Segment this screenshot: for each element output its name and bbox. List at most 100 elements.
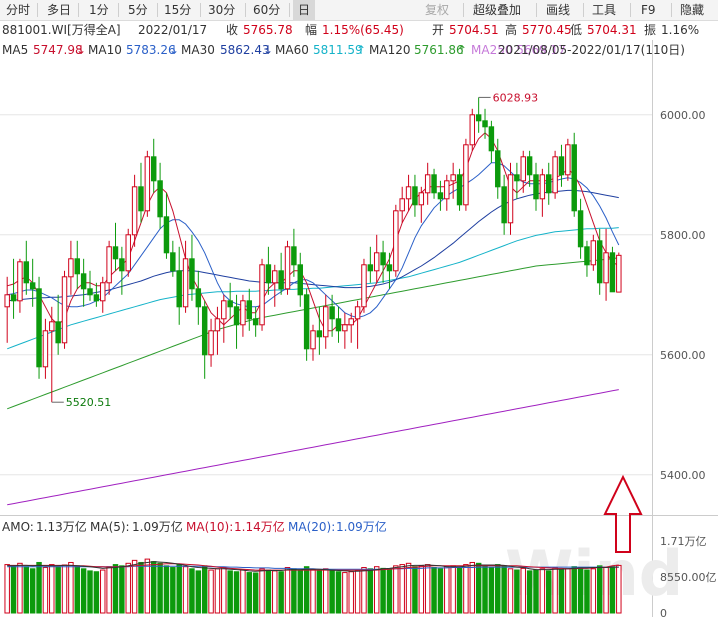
tab-multi-day[interactable]: 多日 <box>47 3 72 17</box>
candle-body <box>463 144 469 206</box>
fuquan-button[interactable]: 复权 <box>425 3 450 17</box>
vol-ma10-label: MA(10): <box>186 520 234 534</box>
candle <box>412 174 418 217</box>
volume-bar <box>4 564 10 614</box>
candle <box>221 294 227 343</box>
candle-body <box>55 321 61 344</box>
volume-bar <box>284 567 291 614</box>
amo-label: AMO: <box>2 520 34 534</box>
candle <box>246 288 253 331</box>
volume-bar <box>437 568 444 614</box>
volume-bar <box>87 570 93 614</box>
candle-body <box>367 264 374 272</box>
candle-body <box>214 318 221 332</box>
candle <box>348 312 354 343</box>
toolbar-divider <box>289 3 290 17</box>
tools-button[interactable]: 工具 <box>592 3 617 17</box>
candle <box>488 120 495 163</box>
candle-body <box>482 120 488 128</box>
candle <box>590 234 597 271</box>
candle <box>74 240 80 289</box>
candle <box>80 258 87 307</box>
candle-body <box>342 324 348 332</box>
tab-30min[interactable]: 30分 <box>208 3 236 17</box>
vol-ma10-value: 1.14万亿 <box>234 520 285 534</box>
candle <box>240 294 246 337</box>
toolbar-divider <box>630 3 631 17</box>
candle-body <box>29 282 36 290</box>
ma120-arrow: ↑ <box>457 43 468 57</box>
candle <box>603 228 609 301</box>
volume-bar <box>182 566 189 614</box>
tab-fenshi[interactable]: 分时 <box>6 3 31 17</box>
volume-bar <box>246 572 253 614</box>
candle-body <box>157 180 163 218</box>
candle-body <box>182 258 189 308</box>
volume-bar <box>221 567 227 614</box>
tab-15min[interactable]: 15分 <box>164 3 192 17</box>
volume-bar <box>329 570 335 614</box>
vol-ma5-line <box>7 561 619 572</box>
candle <box>431 168 437 199</box>
volume-bar <box>456 567 463 614</box>
volume-bar <box>373 566 380 614</box>
volume-bar <box>233 571 240 614</box>
candle <box>36 276 42 379</box>
candle-body <box>571 144 577 212</box>
volume-bar <box>80 568 87 614</box>
candle <box>565 138 571 181</box>
ma10-value: 5783.26 <box>126 43 176 57</box>
volume-bar <box>68 561 74 614</box>
candle-body <box>170 252 176 272</box>
volume-bar <box>546 570 552 614</box>
candle-body <box>131 186 138 236</box>
toolbar-divider <box>37 3 38 17</box>
ma10-arrow: ↓ <box>169 43 180 57</box>
candle <box>233 294 240 349</box>
candle-body <box>284 246 291 290</box>
volume-bar <box>424 564 431 614</box>
overlay-button[interactable]: 超级叠加 <box>473 3 522 17</box>
tab-60min[interactable]: 60分 <box>253 3 281 17</box>
tab-5min[interactable]: 5分 <box>128 3 148 17</box>
volume-bar <box>138 561 144 614</box>
toolbar-divider <box>583 3 584 17</box>
vol-tick-label: 0 <box>660 607 667 617</box>
toolbar-divider <box>118 3 119 17</box>
draw-line-button[interactable]: 画线 <box>546 3 571 17</box>
candle-body <box>539 174 546 200</box>
tab-daily[interactable]: 日 <box>293 0 315 20</box>
ma5-label: MA5 <box>2 43 29 57</box>
candle-body <box>93 294 100 302</box>
close-value: 5765.78 <box>243 23 293 37</box>
candle <box>291 228 297 277</box>
candle <box>61 270 68 349</box>
candle-body <box>418 192 425 206</box>
range-text: 2021/08/05-2022/01/17(110日) <box>498 43 685 57</box>
chart-toolbar: 分时 多日 1分 5分 15分 30分 60分 日 复权 超级叠加 画线 工具 … <box>0 0 718 21</box>
candle-body <box>488 126 495 152</box>
candle-body <box>475 114 482 122</box>
tab-1min[interactable]: 1分 <box>89 3 109 17</box>
candle <box>380 240 386 283</box>
candle <box>227 282 233 319</box>
amplitude-label: 振 <box>644 23 657 37</box>
f9-button[interactable]: F9 <box>641 3 656 17</box>
candle-body <box>603 252 609 284</box>
candle-body <box>303 294 310 350</box>
ma120-label: MA120 <box>369 43 411 57</box>
security-code: 881001.WI[万得全A] <box>2 23 121 37</box>
volume-bar <box>520 567 526 614</box>
candle <box>17 258 23 313</box>
hide-button[interactable]: 隐藏 <box>680 3 705 17</box>
volume-bar <box>297 570 303 614</box>
vol-tick-label: 1.71万亿 <box>660 535 707 548</box>
volume-bar <box>201 565 208 614</box>
volume-bar <box>272 570 278 614</box>
volume-bar <box>348 571 354 614</box>
candle-body <box>259 264 265 326</box>
candle <box>526 150 533 187</box>
volume-bar <box>412 566 418 614</box>
volume-bar <box>240 569 246 614</box>
toolbar-divider <box>78 3 79 17</box>
